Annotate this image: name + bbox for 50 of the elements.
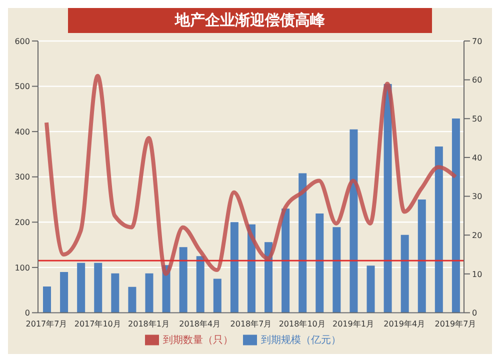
legend-label: 到期数量（只） — [163, 334, 233, 346]
line-series — [44, 74, 458, 276]
x-tick-label: 2017年10月 — [74, 319, 121, 328]
x-tick-label: 2019年7月 — [434, 319, 476, 328]
y-tick-label: 600 — [14, 36, 30, 46]
bar — [111, 273, 120, 313]
bar — [332, 227, 341, 313]
y2-tick-label: 30 — [472, 192, 482, 202]
y2-tick-label: 0 — [472, 308, 478, 318]
chart-title: 地产企业渐迎偿债高峰 — [68, 8, 432, 33]
bar — [434, 146, 443, 313]
bar — [366, 266, 375, 313]
x-tick-label: 2018年10月 — [278, 319, 326, 328]
x-tick-label: 2019年4月 — [384, 319, 426, 328]
x-tick-label: 2019年1月 — [332, 319, 374, 328]
bar — [350, 129, 358, 313]
y-tick-label: 300 — [14, 172, 30, 182]
bar — [316, 214, 324, 313]
bar — [145, 273, 154, 313]
bar — [282, 208, 290, 313]
bar — [128, 286, 136, 313]
y-tick-label: 100 — [14, 263, 30, 272]
bar — [60, 272, 68, 313]
bar — [452, 118, 460, 313]
bar — [298, 173, 307, 313]
bar — [43, 286, 51, 313]
y2-tick-label: 60 — [472, 76, 482, 85]
bar — [418, 200, 426, 313]
y-tick-label: 400 — [14, 127, 30, 136]
y2-tick-label: 10 — [472, 270, 482, 279]
bar — [213, 278, 222, 313]
bar — [77, 262, 86, 313]
y-tick-label: 200 — [14, 218, 30, 227]
y2-tick-label: 20 — [472, 230, 482, 240]
bar — [196, 256, 204, 313]
bar — [384, 84, 392, 313]
y2-tick-label: 50 — [472, 114, 482, 124]
bar — [94, 262, 102, 313]
x-tick-label: 2017年7月 — [26, 319, 68, 328]
y-tick-label: 0 — [24, 308, 30, 318]
bar — [230, 222, 238, 313]
bar — [400, 234, 409, 313]
x-tick-label: 2018年7月 — [230, 319, 272, 328]
legend-label: 到期规模（亿元） — [261, 334, 341, 346]
y-tick-label: 500 — [14, 82, 30, 92]
x-tick-label: 2018年1月 — [128, 319, 170, 328]
y2-tick-label: 70 — [472, 36, 482, 46]
x-tick-label: 2018年4月 — [179, 319, 221, 328]
bar — [179, 247, 188, 313]
y2-tick-label: 40 — [472, 153, 482, 162]
